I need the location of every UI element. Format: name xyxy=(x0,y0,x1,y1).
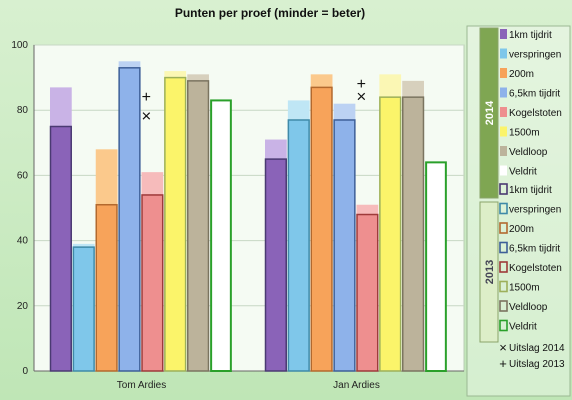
bar-2014-kogelstoten xyxy=(356,214,379,371)
bar-2014-outline-1500m xyxy=(379,96,402,372)
legend: 2014 2013 1km tijdrit verspringen 200m 6,5km … xyxy=(466,25,571,397)
legend-marker-symbol: + xyxy=(499,356,507,371)
bar-2014-veldrit xyxy=(425,161,447,372)
bar-2014-kogelstoten xyxy=(141,194,164,371)
y-tick-label: 100 xyxy=(11,40,28,51)
bar-2014-veldloop xyxy=(187,80,209,372)
bar-2014-outline-veldloop xyxy=(402,96,425,372)
bar-2014-veldloop xyxy=(402,97,424,371)
legend-swatch-2013 xyxy=(499,202,508,215)
legend-label-2013: Kogelstoten xyxy=(509,263,562,274)
y-tick-label: 40 xyxy=(17,236,29,247)
legend-label-2013: 1500m xyxy=(509,283,540,294)
legend-label-2014: 1500m xyxy=(509,128,540,139)
legend-label-2013: 6,5km tijdrit xyxy=(509,244,560,255)
legend-marker-symbol: × xyxy=(499,340,507,355)
x-tick-label: Tom Ardies xyxy=(117,380,166,391)
bar-2014-outline-1km-tijdrit xyxy=(49,125,72,372)
legend-swatch-2013 xyxy=(499,319,508,332)
bar-2014-outline-6-5km-tijdrit xyxy=(118,67,141,372)
bar-2014-6-5km-tijdrit xyxy=(333,119,356,371)
legend-group-2014-label: 2014 xyxy=(484,100,496,125)
legend-swatch-2013 xyxy=(499,280,508,293)
legend-label-2013: 1km tijdrit xyxy=(509,185,552,196)
marker-uitslag-2014: × xyxy=(141,107,151,126)
bar-2014-outline-veldloop xyxy=(187,80,210,372)
legend-swatch-2013 xyxy=(499,183,508,195)
legend-swatch-2014 xyxy=(500,146,507,156)
legend-label-2013: 200m xyxy=(509,224,534,235)
legend-swatch-2014 xyxy=(500,48,507,59)
bar-2014-outline-1km-tijdrit xyxy=(264,158,287,372)
bar-2014-verspringen xyxy=(287,119,310,371)
bar-2014-outline-kogelstoten xyxy=(141,194,164,372)
chart-title: Punten per proef (minder = beter) xyxy=(175,6,365,20)
legend-label-2014: verspringen xyxy=(509,50,561,61)
legend-group-2013-label: 2013 xyxy=(484,260,496,284)
bar-2014-outline-200m xyxy=(310,86,333,372)
bar-2014-outline-verspringen xyxy=(287,119,310,372)
bar-2014-1km-tijdrit xyxy=(265,159,287,371)
legend-swatch-2014 xyxy=(500,165,507,176)
bar-2014-outline-verspringen xyxy=(72,246,95,372)
legend-label-2014: 200m xyxy=(509,69,534,80)
legend-label-2013: verspringen xyxy=(509,205,561,216)
y-tick-label: 80 xyxy=(17,105,29,116)
marker-uitslag-2014: × xyxy=(356,87,366,106)
x-tick-label: Jan Ardies xyxy=(333,380,380,391)
y-tick-label: 0 xyxy=(22,366,28,377)
y-tick-label: 20 xyxy=(17,301,29,312)
bar-2014-6-5km-tijdrit xyxy=(118,67,141,371)
legend-group-2014 xyxy=(479,27,499,199)
bar-2014-1km-tijdrit xyxy=(50,126,72,371)
legend-label-2013: Veldloop xyxy=(509,302,548,313)
marker-uitslag-2013: + xyxy=(142,89,151,106)
legend-label-2014: Kogelstoten xyxy=(509,108,562,119)
legend-marker-label: Uitslag 2014 xyxy=(509,343,565,354)
legend-marker-label: Uitslag 2013 xyxy=(509,359,565,370)
bar-2014-200m xyxy=(95,204,118,371)
bar-2014-outline-200m xyxy=(95,203,118,372)
legend-label-2013: Veldrit xyxy=(509,322,537,333)
legend-swatch-2014 xyxy=(500,107,507,117)
bar-2014-1500m xyxy=(164,77,187,371)
legend-swatch-2014 xyxy=(500,29,507,39)
legend-swatch-2014 xyxy=(500,68,507,78)
legend-label-2014: 6,5km tijdrit xyxy=(509,89,560,100)
y-tick-label: 60 xyxy=(17,170,29,181)
legend-swatch-2013 xyxy=(499,222,508,234)
legend-swatch-2013 xyxy=(499,261,508,273)
bar-2014-200m xyxy=(310,87,333,371)
bar-2014-veldrit xyxy=(210,99,232,372)
legend-group-2013 xyxy=(479,201,499,343)
bar-2014-1500m xyxy=(379,97,402,371)
legend-swatch-2014 xyxy=(500,126,507,137)
legend-label-2014: Veldrit xyxy=(509,167,537,178)
marker-uitslag-2013: + xyxy=(357,76,366,93)
bar-2014-verspringen xyxy=(72,247,95,371)
legend-swatch-2014 xyxy=(500,87,507,98)
bar-2014-outline-1500m xyxy=(164,76,187,372)
legend-swatch-2013 xyxy=(499,241,508,254)
legend-label-2014: 1km tijdrit xyxy=(509,30,552,41)
bar-2014-outline-kogelstoten xyxy=(356,213,379,372)
legend-swatch-2013 xyxy=(499,300,508,312)
bar-2014-outline-6-5km-tijdrit xyxy=(333,119,356,372)
legend-label-2014: Veldloop xyxy=(509,147,548,158)
